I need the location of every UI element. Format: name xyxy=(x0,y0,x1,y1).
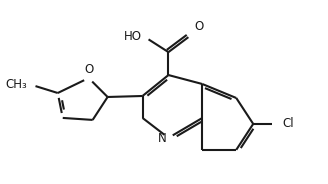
Text: O: O xyxy=(195,20,204,33)
Text: Cl: Cl xyxy=(282,117,294,130)
Text: HO: HO xyxy=(124,30,141,43)
Text: CH₃: CH₃ xyxy=(5,77,27,91)
Text: O: O xyxy=(84,63,93,76)
Text: N: N xyxy=(158,132,166,145)
